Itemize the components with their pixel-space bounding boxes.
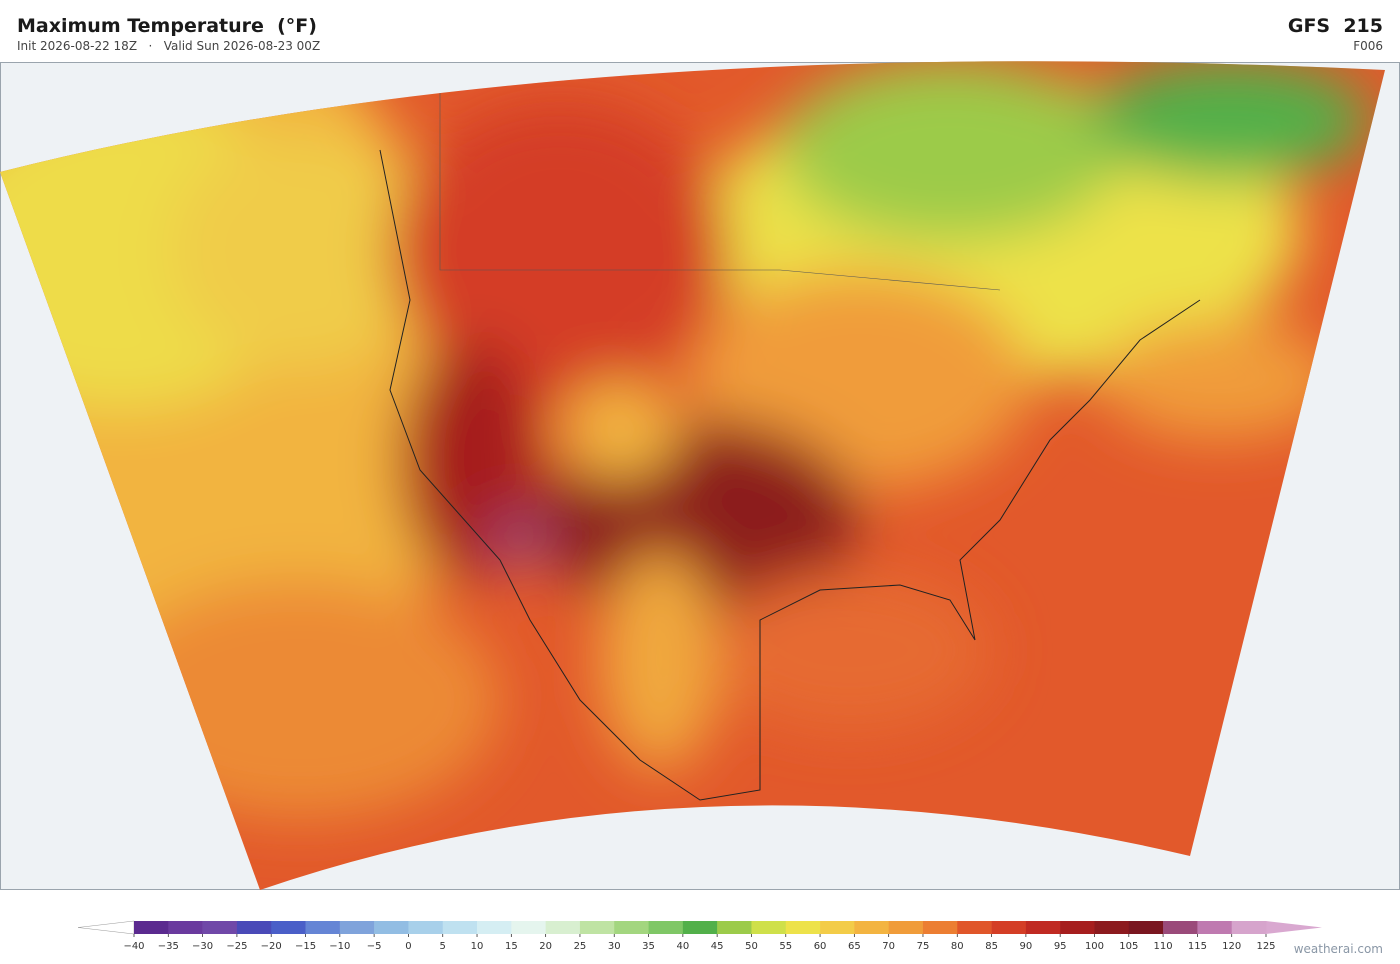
colorbar-bin: [1128, 921, 1164, 934]
colorbar-tick-label: 65: [848, 941, 861, 952]
colorbar-tick-label: 120: [1222, 941, 1241, 952]
colorbar-bin: [614, 921, 649, 934]
colorbar-bin: [168, 921, 203, 934]
colorbar-tick-label: 75: [917, 941, 930, 952]
colorbar-tick-label: 115: [1188, 941, 1207, 952]
colorbar-bin: [374, 921, 409, 934]
colorbar-bin: [648, 921, 684, 934]
colorbar-bin: [785, 921, 821, 934]
coastline: [379, 149, 1201, 801]
colorbar-bin: [1094, 921, 1130, 934]
colorbar-bin: [1060, 921, 1095, 934]
colorbar-bin: [888, 921, 924, 934]
colorbar: −40 −35 −30 −25 −20 −15 −10 −5 0 5 10 15 20 25 30 35 40 4…: [77, 920, 1322, 952]
colorbar-bin: [408, 921, 444, 934]
colorbar-bin: [1163, 921, 1198, 934]
colorbar-tick-label: 40: [676, 941, 689, 952]
colorbar-bin: [477, 921, 512, 934]
colorbar-bin: [922, 921, 958, 934]
colorbar-bin: [1025, 921, 1061, 934]
colorbar-tick-label: 55: [779, 941, 792, 952]
colorbar-tick-label: 50: [745, 941, 758, 952]
map-title: Maximum Temperature (°F): [17, 15, 317, 37]
colorbar-tick-label: −25: [226, 941, 247, 952]
colorbar-bin: [545, 921, 581, 934]
colorbar-tick-label: −10: [329, 941, 350, 952]
colorbar-tick-label: 30: [608, 941, 621, 952]
colorbar-tick-label: −40: [123, 941, 144, 952]
colorbar-bin: [717, 921, 752, 934]
colorbar-bin: [1197, 921, 1232, 934]
colorbar-bin: [1231, 921, 1267, 934]
colorbar-bin: [511, 921, 546, 934]
colorbar-bin: [854, 921, 889, 934]
colorbar-tick-label: −5: [367, 941, 382, 952]
colorbar-bin: [134, 921, 169, 934]
colorbar-bin: [957, 921, 992, 934]
colorbar-tick-label: 45: [711, 941, 724, 952]
border: [439, 90, 1001, 291]
colorbar-tick-label: 60: [814, 941, 827, 952]
colorbar-under: [77, 920, 135, 935]
colorbar-tick-label: 110: [1154, 941, 1173, 952]
colorbar-tick-label: −15: [295, 941, 316, 952]
colorbar-tick-label: 0: [405, 941, 411, 952]
colorbar-tick-label: 35: [642, 941, 655, 952]
colorbar-tick-label: −20: [261, 941, 282, 952]
colorbar-tick-label: 85: [985, 941, 998, 952]
colorbar-tick-label: 105: [1119, 941, 1138, 952]
colorbar-bin: [751, 921, 787, 934]
colorbar-bin: [271, 921, 306, 934]
colorbar-bin: [339, 921, 375, 934]
colorbar-over: [1266, 921, 1322, 934]
colorbar-tick-label: −35: [158, 941, 179, 952]
colorbar-tick-label: 100: [1085, 941, 1104, 952]
colorbar-tick-label: 70: [882, 941, 895, 952]
colorbar-tick-label: 80: [951, 941, 964, 952]
colorbar-bin: [202, 921, 238, 934]
colorbar-bin: [991, 921, 1027, 934]
colorbar-tick-label: 10: [471, 941, 484, 952]
colorbar-bin: [236, 921, 272, 934]
colorbar-tick-label: 90: [1020, 941, 1033, 952]
colorbar-bin: [682, 921, 718, 934]
map-subtitle: Init 2026-08-22 18Z · Valid Sun 2026-08-…: [17, 39, 321, 53]
colorbar-bin: [442, 921, 478, 934]
colorbar-tick-label: −30: [192, 941, 213, 952]
colorbar-tick-label: 20: [539, 941, 552, 952]
colorbar-tick-label: 25: [574, 941, 587, 952]
forecast-hour: F006: [1353, 39, 1383, 53]
colorbar-bin: [579, 921, 615, 934]
colorbar-tick-label: 5: [440, 941, 446, 952]
colorbar-bin: [820, 921, 855, 934]
colorbar-tick-label: 95: [1054, 941, 1067, 952]
colorbar-tick-label: 15: [505, 941, 518, 952]
colorbar-bin: [305, 921, 341, 934]
colorbar-tick-label: 125: [1256, 941, 1275, 952]
credit: weatherai.com: [1293, 942, 1383, 956]
model-name: GFS 215: [1287, 15, 1383, 37]
